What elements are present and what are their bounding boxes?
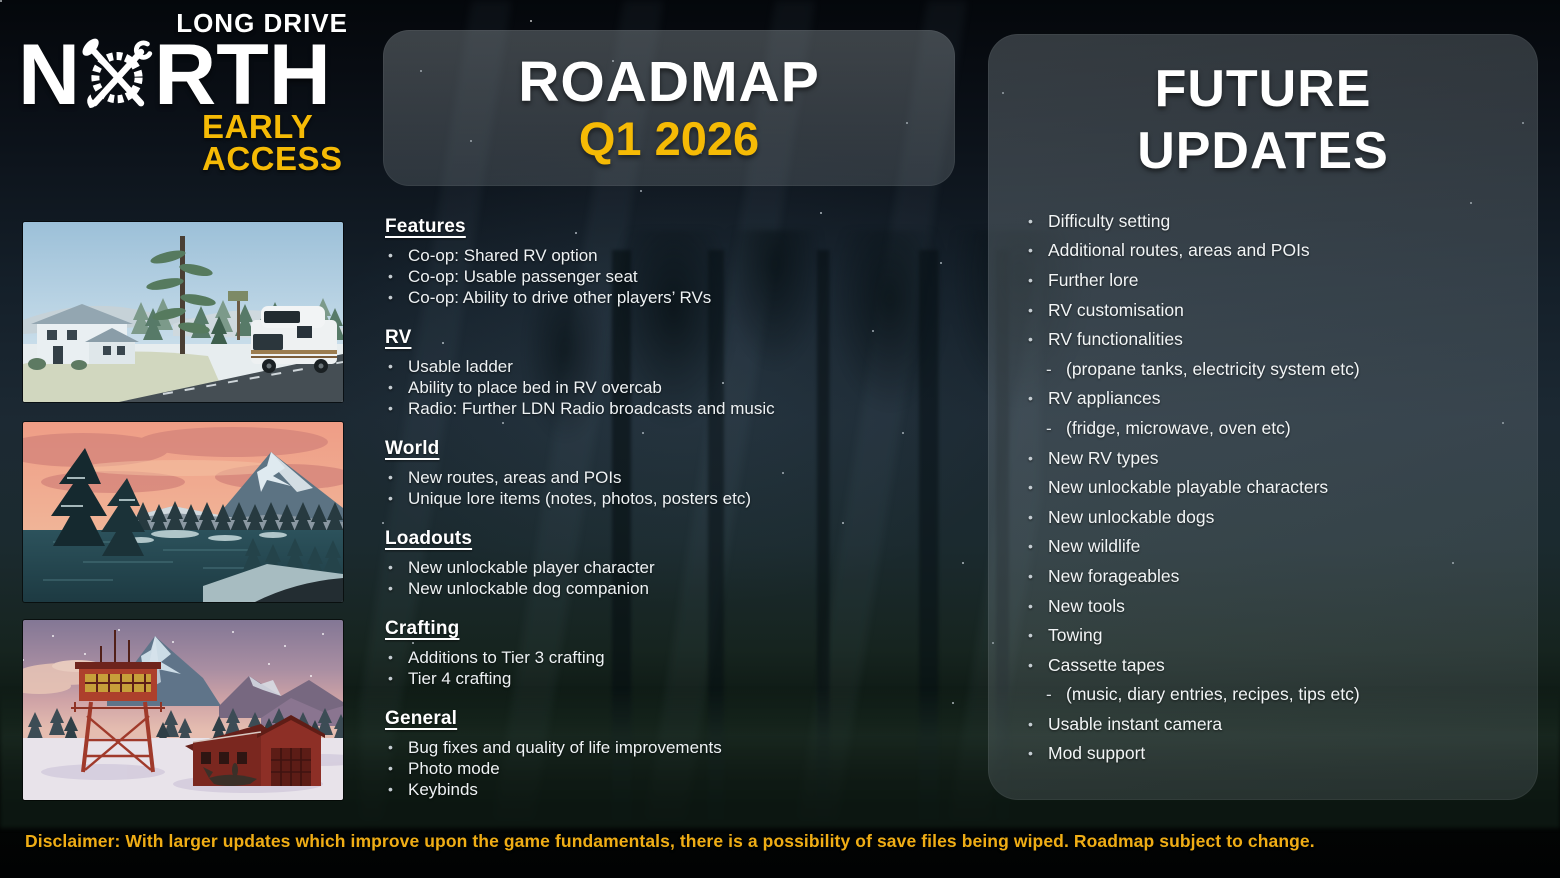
section-heading: General [385,708,458,729]
roadmap-item: Photo mode [385,758,955,779]
disclaimer-text: Disclaimer: With larger updates which im… [25,831,1315,851]
future-updates-panel: FUTURE UPDATES Difficulty setting Additio… [988,34,1538,800]
section-heading: Features [385,216,466,237]
roadmap-item: New routes, areas and POIs [385,467,955,488]
future-item: New forageables [1026,566,1512,587]
roadmap-item: New unlockable player character [385,557,955,578]
future-item: Further lore [1026,270,1512,291]
future-sub-item: (music, diary entries, recipes, tips etc… [1026,684,1512,705]
logo-early-access: EARLY ACCESS [202,108,350,178]
logo-access: ACCESS [202,140,343,178]
game-logo: LONG DRIVE N RTH EARLY ACCESS [18,8,350,176]
future-title-line2: UPDATES [1137,122,1389,181]
section-heading: Crafting [385,618,460,639]
future-item: Additional routes, areas and POIs [1026,240,1512,261]
roadmap-item: Co-op: Shared RV option [385,245,955,266]
roadmap-item: Additions to Tier 3 crafting [385,647,955,668]
screenshot-dusk-lookout-tower [23,620,343,800]
logo-north-rth: RTH [154,27,331,124]
screenshot-sunset-mountain-lake [23,422,343,602]
roadmap-item: Bug fixes and quality of life improvemen… [385,737,955,758]
future-item: New tools [1026,596,1512,617]
roadmap-item: Usable ladder [385,356,955,377]
section-rv: RV Usable ladderAbility to place bed in R… [385,327,955,419]
roadmap-item: Tier 4 crafting [385,668,955,689]
section-loadouts: Loadouts New unlockable player characterN… [385,528,955,599]
roadmap-item: Ability to place bed in RV overcab [385,377,955,398]
future-updates-title: FUTURE UPDATES [988,58,1538,183]
roadmap-item: Co-op: Ability to drive other players’ R… [385,287,955,308]
future-item: New RV types [1026,448,1512,469]
logo-early: EARLY [202,108,314,145]
future-item: RV functionalities [1026,329,1512,350]
section-item-list: Bug fixes and quality of life improvemen… [385,737,955,800]
logo-line-north: N RTH [18,27,350,124]
section-world: World New routes, areas and POIsUnique lo… [385,438,955,509]
future-title-line1: FUTURE [1154,60,1372,118]
future-item: Usable instant camera [1026,714,1512,735]
future-item: Mod support [1026,743,1512,764]
roadmap-item: Radio: Further LDN Radio broadcasts and … [385,398,955,419]
section-heading: Loadouts [385,528,473,549]
logo-north-n: N [18,27,81,124]
section-features: Features Co-op: Shared RV optionCo-op: Us… [385,216,955,308]
future-sub-item: (propane tanks, electricity system etc) [1026,359,1512,380]
roadmap-item: Unique lore items (notes, photos, poster… [385,488,955,509]
future-sub-item: (fridge, microwave, oven etc) [1026,418,1512,439]
future-item: New unlockable playable characters [1026,477,1512,498]
roadmap-quarter: Q1 2026 [578,112,760,165]
future-item: New wildlife [1026,536,1512,557]
screenshot-winter-house-rv [23,222,343,402]
section-item-list: New routes, areas and POIsUnique lore it… [385,467,955,509]
roadmap-item: Keybinds [385,779,955,800]
future-item: Cassette tapes [1026,655,1512,676]
future-item: Towing [1026,625,1512,646]
section-item-list: Usable ladderAbility to place bed in RV … [385,356,955,419]
section-crafting: Crafting Additions to Tier 3 craftingTier… [385,618,955,689]
roadmap-title: ROADMAP [518,50,820,114]
section-item-list: Co-op: Shared RV optionCo-op: Usable pas… [385,245,955,308]
background-stars [0,0,2,2]
roadmap-item: New unlockable dog companion [385,578,955,599]
section-item-list: New unlockable player characterNew unloc… [385,557,955,599]
section-general: General Bug fixes and quality of life imp… [385,708,955,800]
future-item: New unlockable dogs [1026,507,1512,528]
future-item: Difficulty setting [1026,211,1512,232]
future-item: RV customisation [1026,300,1512,321]
logo-line-long-drive: LONG DRIVE [176,8,348,38]
section-heading: World [385,438,440,459]
section-item-list: Additions to Tier 3 craftingTier 4 craft… [385,647,955,689]
roadmap-header-panel: ROADMAP Q1 2026 [383,30,955,186]
future-updates-list: Difficulty setting Additional routes, are… [988,211,1538,765]
roadmap-item: Co-op: Usable passenger seat [385,266,955,287]
roadmap-sections: Features Co-op: Shared RV optionCo-op: Us… [385,216,955,819]
future-item: RV appliances [1026,388,1512,409]
gear-crossed-tools-icon [82,38,153,108]
section-heading: RV [385,327,412,348]
